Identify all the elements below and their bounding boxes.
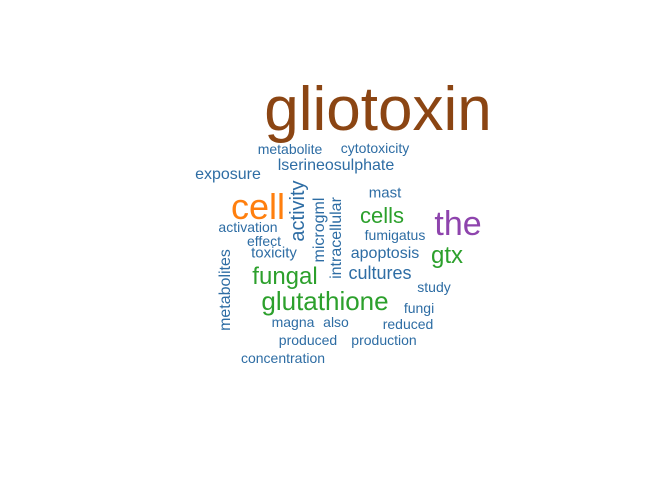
word-the: the (434, 205, 482, 243)
word-fumigatus: fumigatus (364, 227, 426, 243)
word-effect: effect (247, 233, 281, 249)
word-fungi: fungi (403, 300, 435, 316)
word-glutathione: glutathione (261, 286, 389, 316)
word-metabolite: metabolite (257, 141, 323, 157)
word-concentration: concentration (240, 350, 326, 366)
word-activity: activity (287, 180, 309, 242)
word-cells: cells (359, 203, 405, 228)
word-metabolites: metabolites (217, 249, 234, 331)
word-also: also (323, 314, 349, 330)
word-cell: cell (230, 186, 286, 227)
word-activation: activation (218, 219, 278, 235)
word-gliotoxin: gliotoxin (264, 75, 492, 144)
word-exposure: exposure (195, 166, 261, 183)
word-magna: magna (271, 314, 315, 330)
word-mast: mast (368, 184, 402, 202)
word-cytotoxicity: cytotoxicity (340, 140, 410, 156)
word-apoptosis: apoptosis (350, 245, 420, 262)
word-cultures: cultures (348, 263, 412, 283)
word-toxicity: toxicity (251, 244, 297, 262)
word-intracellular: intracellular (328, 197, 345, 279)
word-fungal: fungal (252, 263, 318, 290)
word-produced: produced (278, 332, 338, 348)
word-lserineosulphate: lserineosulphate (277, 157, 395, 174)
word-reduced: reduced (382, 316, 434, 332)
word-study: study (417, 279, 451, 295)
word-gtx: gtx (430, 242, 464, 269)
word-production: production (351, 332, 417, 348)
word-microgml: microgml (311, 197, 328, 263)
